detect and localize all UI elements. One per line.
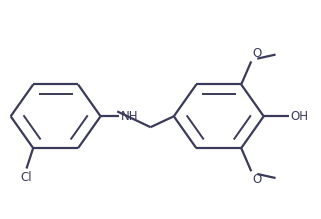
Text: OH: OH [290, 110, 308, 123]
Text: NH: NH [121, 110, 138, 123]
Text: O: O [253, 173, 262, 185]
Text: O: O [253, 47, 262, 60]
Text: Cl: Cl [21, 171, 32, 184]
